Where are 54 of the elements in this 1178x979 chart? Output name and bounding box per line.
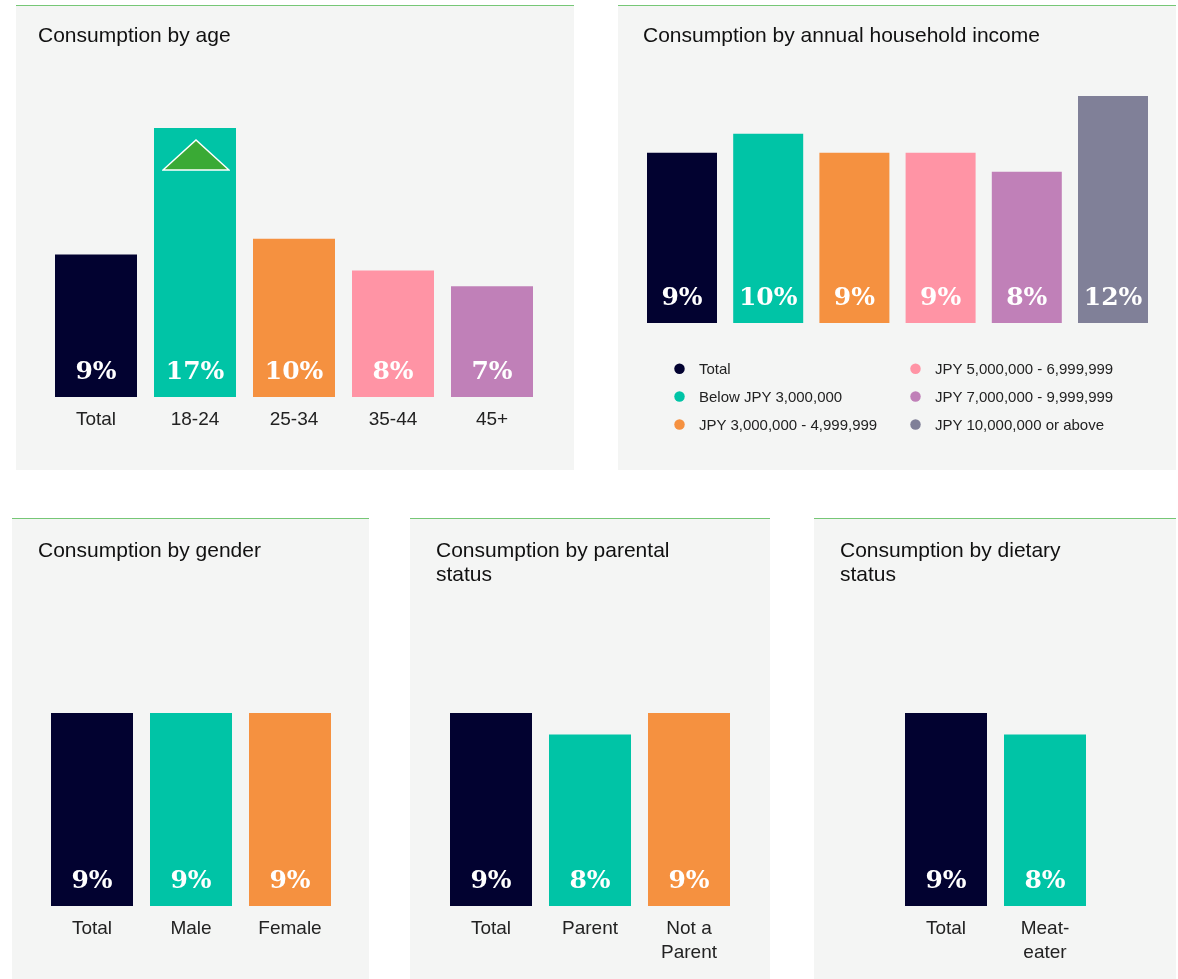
legend-label: Total	[699, 359, 731, 377]
x-tick-label: Total	[71, 916, 113, 938]
data-label: 8%	[1024, 865, 1066, 894]
bar	[991, 171, 1062, 323]
x-tick-label: Female	[258, 916, 322, 938]
x-tick-label: Not a Parent	[661, 916, 718, 962]
data-label: 9%	[925, 865, 967, 894]
data-label: 9%	[920, 282, 962, 311]
data-label: 9%	[470, 865, 512, 894]
bar	[733, 133, 804, 323]
x-tick-label: Total	[75, 407, 117, 429]
bar	[819, 152, 890, 323]
legend-label: JPY 3,000,000 - 4,999,999	[699, 415, 878, 433]
chart-title: Consumption by gender	[38, 538, 261, 561]
x-tick-label: 35-44	[368, 407, 418, 429]
x-tick-label: 45+	[475, 407, 509, 429]
chart-title: Consumption by annual household income	[643, 23, 1040, 46]
bar	[352, 270, 434, 397]
data-label: 17%	[165, 356, 225, 385]
bar	[55, 254, 137, 397]
bar	[451, 286, 533, 397]
x-tick-label: Parent	[562, 916, 619, 938]
x-tick-label: 18-24	[170, 407, 220, 429]
legend-label: Below JPY 3,000,000	[699, 387, 843, 405]
bar	[253, 238, 335, 397]
x-tick-label: Total	[925, 916, 967, 938]
legend-label: JPY 7,000,000 - 9,999,999	[935, 387, 1114, 405]
chart-title: Consumption by parental status	[436, 538, 670, 585]
x-tick-label: Meat-eater	[1020, 916, 1070, 962]
data-label: 9%	[833, 282, 876, 311]
data-label: 9%	[661, 282, 703, 311]
data-label: 8%	[569, 865, 611, 894]
x-tick-label: Total	[470, 916, 512, 938]
bar	[905, 152, 976, 323]
legend-label: JPY 5,000,000 - 6,999,999	[935, 359, 1114, 377]
data-label: 9%	[668, 865, 710, 894]
data-label: 9%	[71, 865, 113, 894]
bar	[1078, 96, 1148, 323]
bar	[154, 128, 236, 397]
data-label: 9%	[170, 865, 212, 894]
data-label: 12%	[1083, 282, 1143, 311]
data-label: 7%	[471, 356, 513, 385]
chart-title: Consumption by dietary status	[840, 538, 1062, 585]
data-label: 9%	[75, 356, 117, 385]
data-label: 9%	[269, 865, 311, 894]
x-tick-label: 25-34	[269, 407, 319, 429]
bar	[647, 152, 717, 323]
x-tick-label: Male	[170, 916, 212, 938]
data-label: 10%	[738, 282, 798, 311]
data-label: 8%	[1006, 282, 1048, 311]
data-label: 10%	[264, 356, 324, 385]
legend-label: JPY 10,000,000 or above	[935, 415, 1105, 433]
chart-title: Consumption by age	[38, 23, 231, 46]
data-label: 8%	[372, 356, 414, 385]
